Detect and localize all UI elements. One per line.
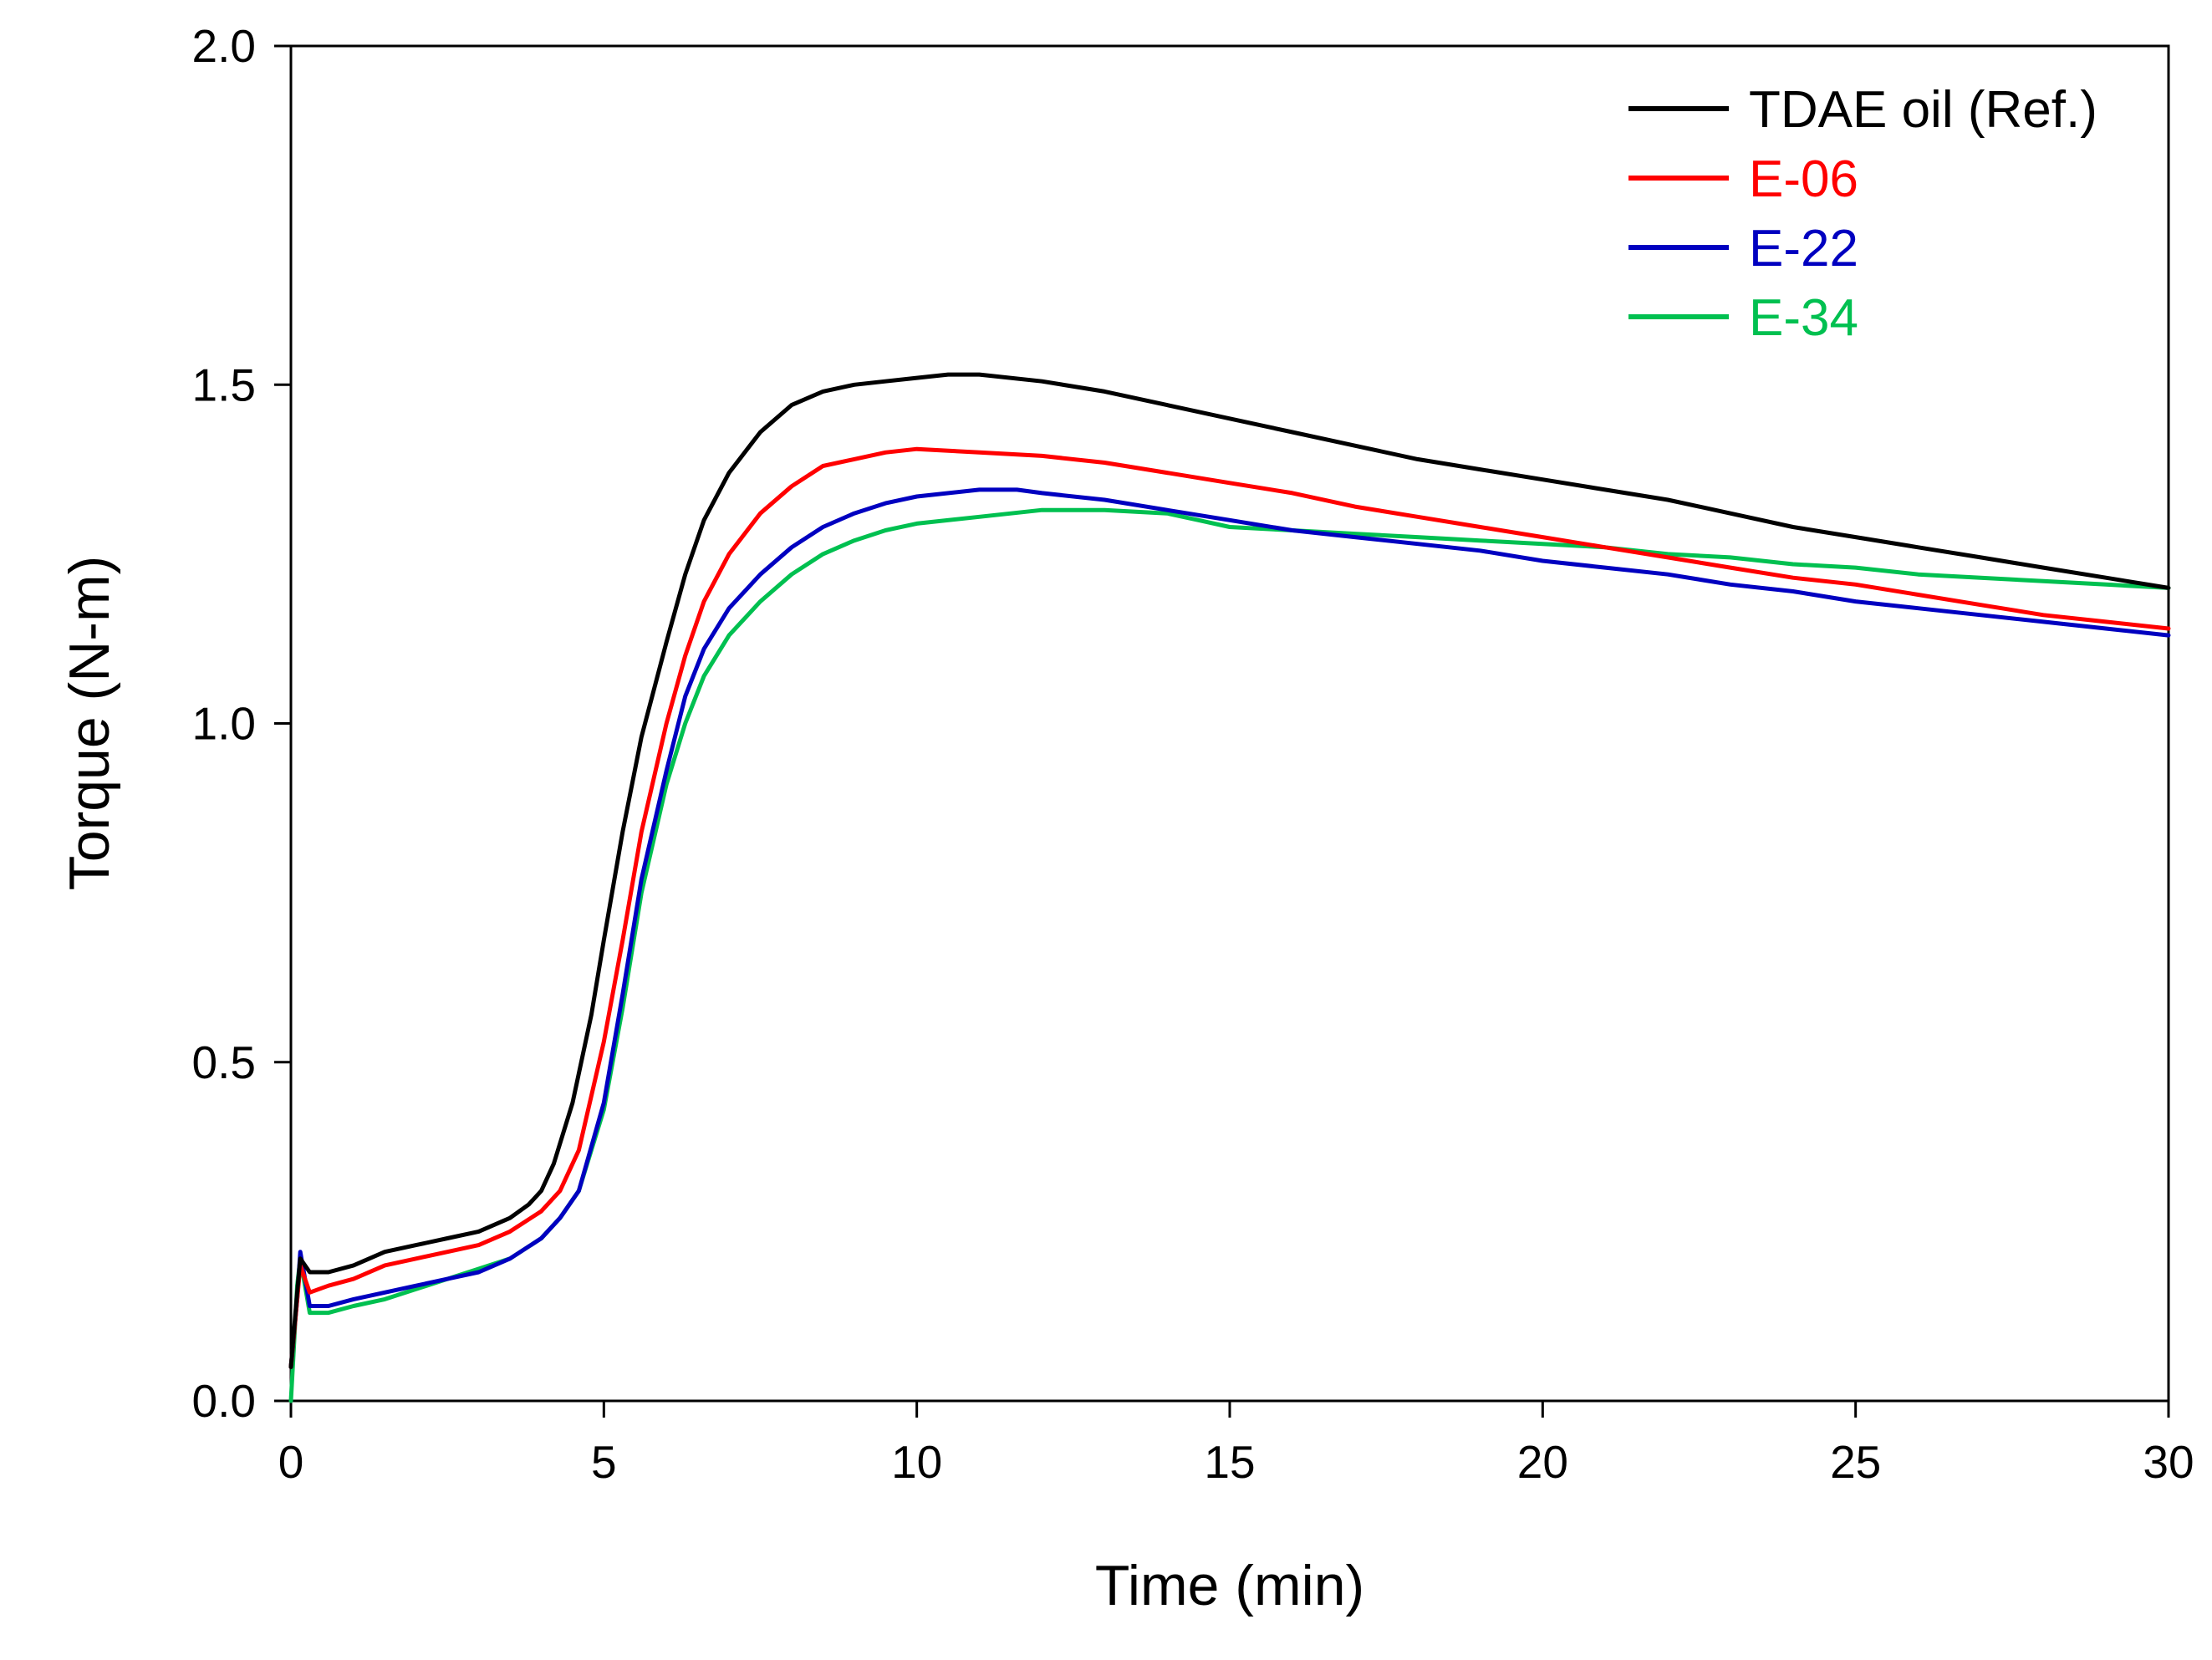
x-axis-title: Time (min)	[1095, 1554, 1364, 1617]
y-axis-title: Torque (N-m)	[58, 556, 121, 891]
x-tick-label: 0	[278, 1436, 304, 1488]
y-axis: 0.0 0.5 1.0 1.5 2.0	[192, 20, 291, 1427]
x-tick-label: 5	[591, 1436, 617, 1488]
x-tick-label: 20	[1517, 1436, 1568, 1488]
y-tick-label: 1.5	[192, 359, 256, 410]
series-line-e-34	[288, 507, 2171, 1403]
x-axis: 0 5 10 15 20 25 30	[278, 1401, 2194, 1488]
x-tick-label: 30	[2143, 1436, 2194, 1488]
legend-label: E-34	[1749, 289, 1858, 347]
legend-label: E-22	[1749, 220, 1858, 278]
series-line-e-06	[288, 446, 2171, 1369]
series-layer	[288, 372, 2171, 1403]
x-tick-label: 25	[1830, 1436, 1881, 1488]
legend-label: TDAE oil (Ref.)	[1749, 81, 2097, 139]
x-tick-label: 10	[891, 1436, 942, 1488]
y-tick-label: 0.5	[192, 1036, 256, 1088]
series-line-e-22	[288, 487, 2171, 1369]
legend: TDAE oil (Ref.) E-06 E-22 E-34	[1628, 81, 2097, 347]
y-tick-label: 0.0	[192, 1375, 256, 1427]
series-line-tdae-oil-ref	[288, 372, 2171, 1369]
legend-label: E-06	[1749, 150, 1858, 208]
x-tick-label: 15	[1204, 1436, 1255, 1488]
y-tick-label: 2.0	[192, 20, 256, 72]
y-tick-label: 1.0	[192, 698, 256, 750]
